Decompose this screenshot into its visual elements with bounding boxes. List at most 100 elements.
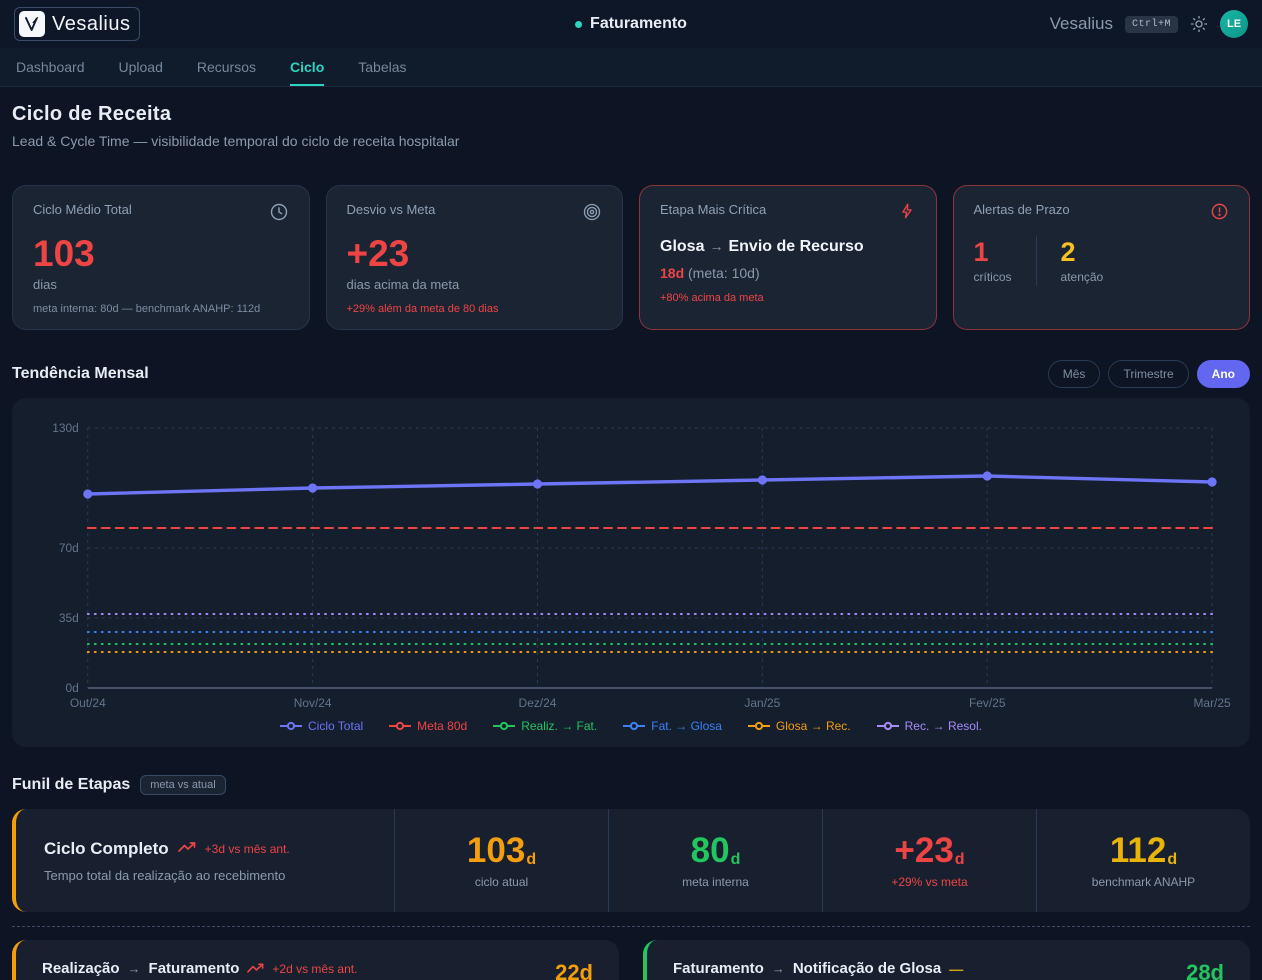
funnel-stat: 103d ciclo atual [394,809,608,912]
summary-title: Ciclo Completo [44,838,169,858]
kpi-card-desvio[interactable]: Desvio vs Meta +23 dias acima da meta +2… [325,185,623,330]
clock-icon [269,202,289,227]
page-context: Faturamento [575,15,687,33]
tab-ciclo[interactable]: Ciclo [290,48,325,86]
stat-value: +23d [894,830,965,870]
critical-stage-name: Glosa → Envio de Recurso [660,238,864,255]
arrow-icon: → [127,961,141,976]
svg-text:130d: 130d [52,421,79,435]
legend-item[interactable]: Rec. → Resol. [876,719,982,733]
svg-text:35d: 35d [59,611,79,625]
kpi-card-etapa-critica[interactable]: Etapa Mais Crítica Glosa → Envio de Recurs… [639,185,937,330]
chart-legend: Ciclo Total Meta 80d Realiz. → Fat. Fat. → … [22,719,1240,737]
alert-circle-icon [1210,202,1229,226]
context-title: Faturamento [590,15,687,32]
stat-label: ciclo atual [474,874,529,889]
shortcut-chip: Ctrl+M [1124,15,1178,33]
stage-to: Notificação de Glosa [792,960,942,977]
status-dot-icon [575,20,583,28]
main-nav: Dashboard Upload Recursos Ciclo Tabelas [0,48,1262,87]
tab-upload[interactable]: Upload [118,59,163,75]
trending-up-icon [177,840,196,858]
theme-toggle-sun-icon[interactable] [1190,15,1208,33]
arrow-icon: → [771,961,785,976]
user-avatar[interactable]: LE [1220,10,1248,38]
svg-text:70d: 70d [59,541,79,555]
legend-item[interactable]: Realiz. → Fat. [493,719,597,733]
kpi-unit: dias acima da meta [346,276,460,292]
tab-dashboard[interactable]: Dashboard [16,59,85,75]
legend-item[interactable]: Ciclo Total [280,719,363,733]
tab-tabelas[interactable]: Tabelas [358,59,407,75]
legend-marker-icon [876,721,899,731]
legend-label: Realiz. → Fat. [521,719,598,733]
kpi-unit: dias [33,276,57,292]
stat-label: benchmark ANAHP [1091,874,1196,889]
stage-trend: +2d vs mês ant. [272,961,358,976]
svg-text:Mar/25: Mar/25 [1193,696,1231,710]
logo-text: Vesalius [52,12,131,35]
summary-left: Ciclo Completo +3d vs mês ant. Tempo tot… [16,809,394,912]
kpi-footnote: +29% além da meta de 80 dias [346,302,499,315]
dashed-divider [12,926,1250,927]
trend-line-chart[interactable]: Out/24 Nov/24 Dez/24 Jan/25 Fev/25 Mar/25 0d 35… [22,410,1240,712]
stage-to: Faturamento [148,960,240,977]
svg-text:Dez/24: Dez/24 [519,696,557,710]
funnel-stat: +23d +29% vs meta [822,809,1036,912]
ciclo-completo-card[interactable]: Ciclo Completo +3d vs mês ant. Tempo tot… [12,809,1250,912]
main-content: Ciclo de Receita Lead & Cycle Time — vis… [0,103,1262,980]
trend-section-header: Tendência Mensal Mês Trimestre Ano [12,360,1250,388]
tab-recursos[interactable]: Recursos [196,59,257,75]
kpi-label: Alertas de Prazo [973,202,1070,217]
summary-subtitle: Tempo total da realização ao recebimento [44,867,286,883]
range-selector: Mês Trimestre Ano [1047,360,1250,388]
range-button-mês[interactable]: Mês [1047,360,1101,388]
stage-from: Faturamento [673,960,764,977]
range-button-trimestre[interactable]: Trimestre [1108,360,1189,388]
page-subtitle: Lead & Cycle Time — visibilidade tempora… [12,133,460,149]
stat-label: +29% vs meta [891,874,968,889]
funnel-stat: 80d meta interna [608,809,822,912]
kpi-card-alertas[interactable]: Alertas de Prazo 1 críticos 2 atenção [952,185,1250,330]
app-name: Vesalius [1049,14,1113,33]
stage-from: Realização [42,960,120,977]
stage-value: 22d [555,960,593,980]
legend-marker-icon [747,721,770,731]
vesalius-logo[interactable]: Vesalius [14,7,140,41]
funnel-stats: 103d ciclo atual 80d meta interna +23d +29% v… [394,809,1250,912]
header-right: Vesalius Ctrl+M LE [1050,10,1248,38]
trend-title: Tendência Mensal [12,365,149,382]
legend-item[interactable]: Glosa → Rec. [747,719,851,733]
kpi-card-ciclo-medio[interactable]: Ciclo Médio Total 103 dias meta interna:… [12,185,310,330]
funnel-section-header: Funil de Etapas meta vs atual [12,775,1250,795]
funnel-title: Funil de Etapas [12,776,131,793]
legend-label: Ciclo Total [308,719,364,733]
svg-text:Nov/24: Nov/24 [294,696,332,710]
kpi-label: Etapa Mais Crítica [660,202,767,217]
svg-text:0d: 0d [66,681,79,695]
stat-value: 80d [690,830,741,870]
kpi-label: Ciclo Médio Total [33,202,132,217]
divider [1035,236,1037,286]
range-button-ano[interactable]: Ano [1196,360,1250,388]
funnel-stat: 112d benchmark ANAHP [1036,809,1250,912]
stage-card[interactable]: Faturamento → Notificação de Glosa — 28d [643,940,1250,980]
page-title: Ciclo de Receita [12,103,172,125]
flat-trend-icon: — [949,960,964,977]
atencao-stat: 2 atenção [1060,236,1104,285]
kpi-footnote: +80% acima da meta [660,292,764,304]
stage-cards-row: Realização → Faturamento +2d vs mês ant. 22d… [12,940,1250,980]
stage-value: 28d [1186,960,1224,980]
legend-marker-icon [280,721,303,731]
kpi-footnote: meta interna: 80d — benchmark ANAHP: 112… [33,302,261,315]
lightning-icon [898,202,916,225]
critical-stage-value: 18d (meta: 10d) [660,265,760,281]
legend-marker-icon [389,721,412,731]
legend-item[interactable]: Meta 80d [389,719,467,733]
legend-marker-icon [493,721,516,731]
legend-marker-icon [623,721,646,731]
arrow-icon: → [709,238,724,254]
legend-item[interactable]: Fat. → Glosa [623,719,722,733]
legend-label: Meta 80d [417,719,468,733]
stage-card[interactable]: Realização → Faturamento +2d vs mês ant. 22d [12,940,619,980]
